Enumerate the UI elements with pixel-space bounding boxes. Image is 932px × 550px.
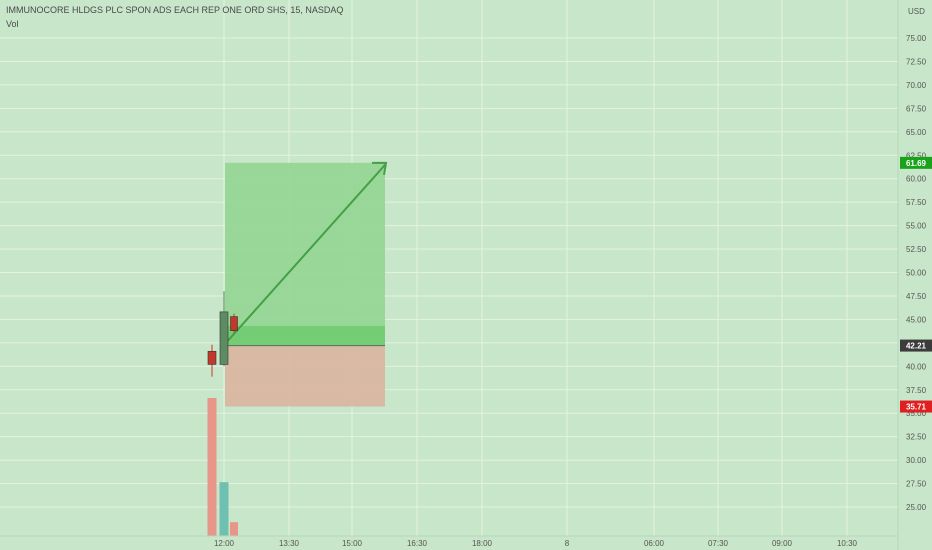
price-tag-label: 42.21: [906, 342, 927, 351]
y-tick-label: 50.00: [906, 269, 927, 278]
x-tick-label: 18:00: [472, 539, 493, 548]
y-tick-label: 67.50: [906, 104, 927, 113]
x-tick-label: 16:30: [407, 539, 428, 548]
x-tick-label: 09:00: [772, 539, 793, 548]
volume-bar: [219, 482, 229, 536]
y-tick-label: 30.00: [906, 456, 927, 465]
price-tag-bg: [900, 156, 932, 169]
y-tick-label: 40.00: [906, 362, 927, 371]
price-tags: 61.69 42.21 35.71: [900, 156, 932, 413]
price-tag-stop: 35.71: [900, 400, 932, 413]
x-tick-label: 10:30: [837, 539, 858, 548]
symbol-title: IMMUNOCORE HLDGS PLC SPON ADS EACH REP O…: [6, 5, 344, 15]
y-tick-label: 57.50: [906, 198, 927, 207]
volume-bar: [207, 398, 217, 536]
loss-zone[interactable]: [225, 345, 385, 407]
x-tick-label: 15:00: [342, 539, 363, 548]
y-tick-label: 37.50: [906, 386, 927, 395]
candle-body: [219, 311, 229, 365]
volume-indicator-label[interactable]: Vol: [6, 19, 19, 29]
arrow-head-icon: [372, 161, 388, 176]
currency-label: USD: [908, 7, 925, 16]
y-tick-label: 45.00: [906, 315, 927, 324]
grid-lines: [0, 0, 898, 536]
y-tick-label: 35.00: [906, 409, 927, 418]
y-tick-label: 60.00: [906, 175, 927, 184]
x-tick-label: 06:00: [644, 539, 665, 548]
price-axis[interactable]: USD 75.00 72.50 70.00 67.50 65.00 62.50 60.00 57…: [897, 0, 927, 550]
y-tick-label: 55.00: [906, 222, 927, 231]
price-tag-current: 42.21: [900, 339, 932, 352]
y-tick-label: 62.50: [906, 151, 927, 160]
candlesticks: [207, 291, 238, 377]
y-tick-label: 72.50: [906, 57, 927, 66]
x-tick-label: 13:30: [279, 539, 300, 548]
y-tick-label: 52.50: [906, 245, 927, 254]
y-tick-label: 65.00: [906, 128, 927, 137]
price-tag-bg: [900, 339, 932, 352]
price-tag-label: 35.71: [906, 403, 927, 412]
price-tag-bg: [900, 400, 932, 413]
projection-arrow-line: [227, 164, 386, 342]
y-tick-label: 70.00: [906, 81, 927, 90]
y-tick-label: 32.50: [906, 433, 927, 442]
price-tag-target: 61.69: [900, 156, 932, 169]
time-axis[interactable]: 12:00 13:30 15:00 16:30 18:00 8 06:00 07:30 09:0…: [0, 535, 898, 548]
y-tick-label: 75.00: [906, 34, 927, 43]
volume-bars: [207, 398, 238, 536]
volume-bar: [230, 522, 238, 536]
profit-progress-band: [225, 325, 385, 346]
candle-body: [207, 350, 217, 365]
candle-body: [230, 316, 238, 331]
long-position-tool[interactable]: [225, 161, 388, 407]
x-tick-label: 07:30: [708, 539, 729, 548]
x-tick-label: 8: [565, 539, 570, 548]
y-tick-label: 27.50: [906, 480, 927, 489]
y-tick-label: 25.00: [906, 503, 927, 512]
x-tick-label: 12:00: [214, 539, 235, 548]
y-tick-label: 47.50: [906, 292, 927, 301]
price-tag-label: 61.69: [906, 159, 927, 168]
